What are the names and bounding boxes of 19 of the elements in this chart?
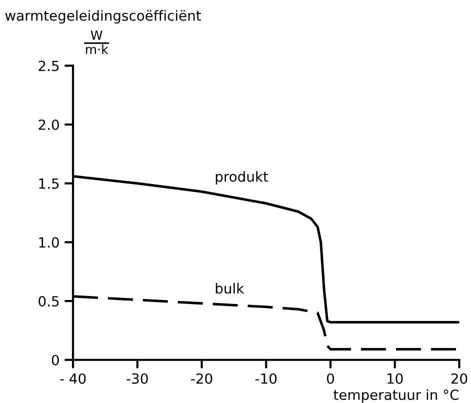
- y-tick-label: 0: [52, 354, 59, 366]
- y-tick-label: 1.0: [39, 237, 59, 248]
- x-tick-label: -10: [255, 373, 277, 384]
- text: W: [90, 30, 102, 40]
- series-label: produkt: [216, 171, 268, 185]
- x-tick-label: 10: [388, 373, 403, 384]
- y-tick-label: 1.5: [39, 178, 59, 189]
- x-tick-label: 0: [326, 373, 334, 384]
- text: m·k: [86, 44, 108, 54]
- x-tick-label: -20: [191, 373, 212, 384]
- y-axis-title: warmtegeleidingscoëfficiënt: [5, 10, 201, 24]
- x-tick-label: - 40: [60, 373, 86, 384]
- x-tick-label: 20: [451, 373, 468, 384]
- y-tick-label: 2.0: [38, 119, 59, 130]
- x-tick-label: -30: [126, 373, 148, 384]
- x-axis-title: temperatuur in °C: [334, 389, 458, 403]
- y-tick-label: 2.5: [38, 60, 59, 72]
- series-label: bulk: [216, 282, 244, 294]
- y-tick-label: 0.5: [38, 296, 59, 307]
